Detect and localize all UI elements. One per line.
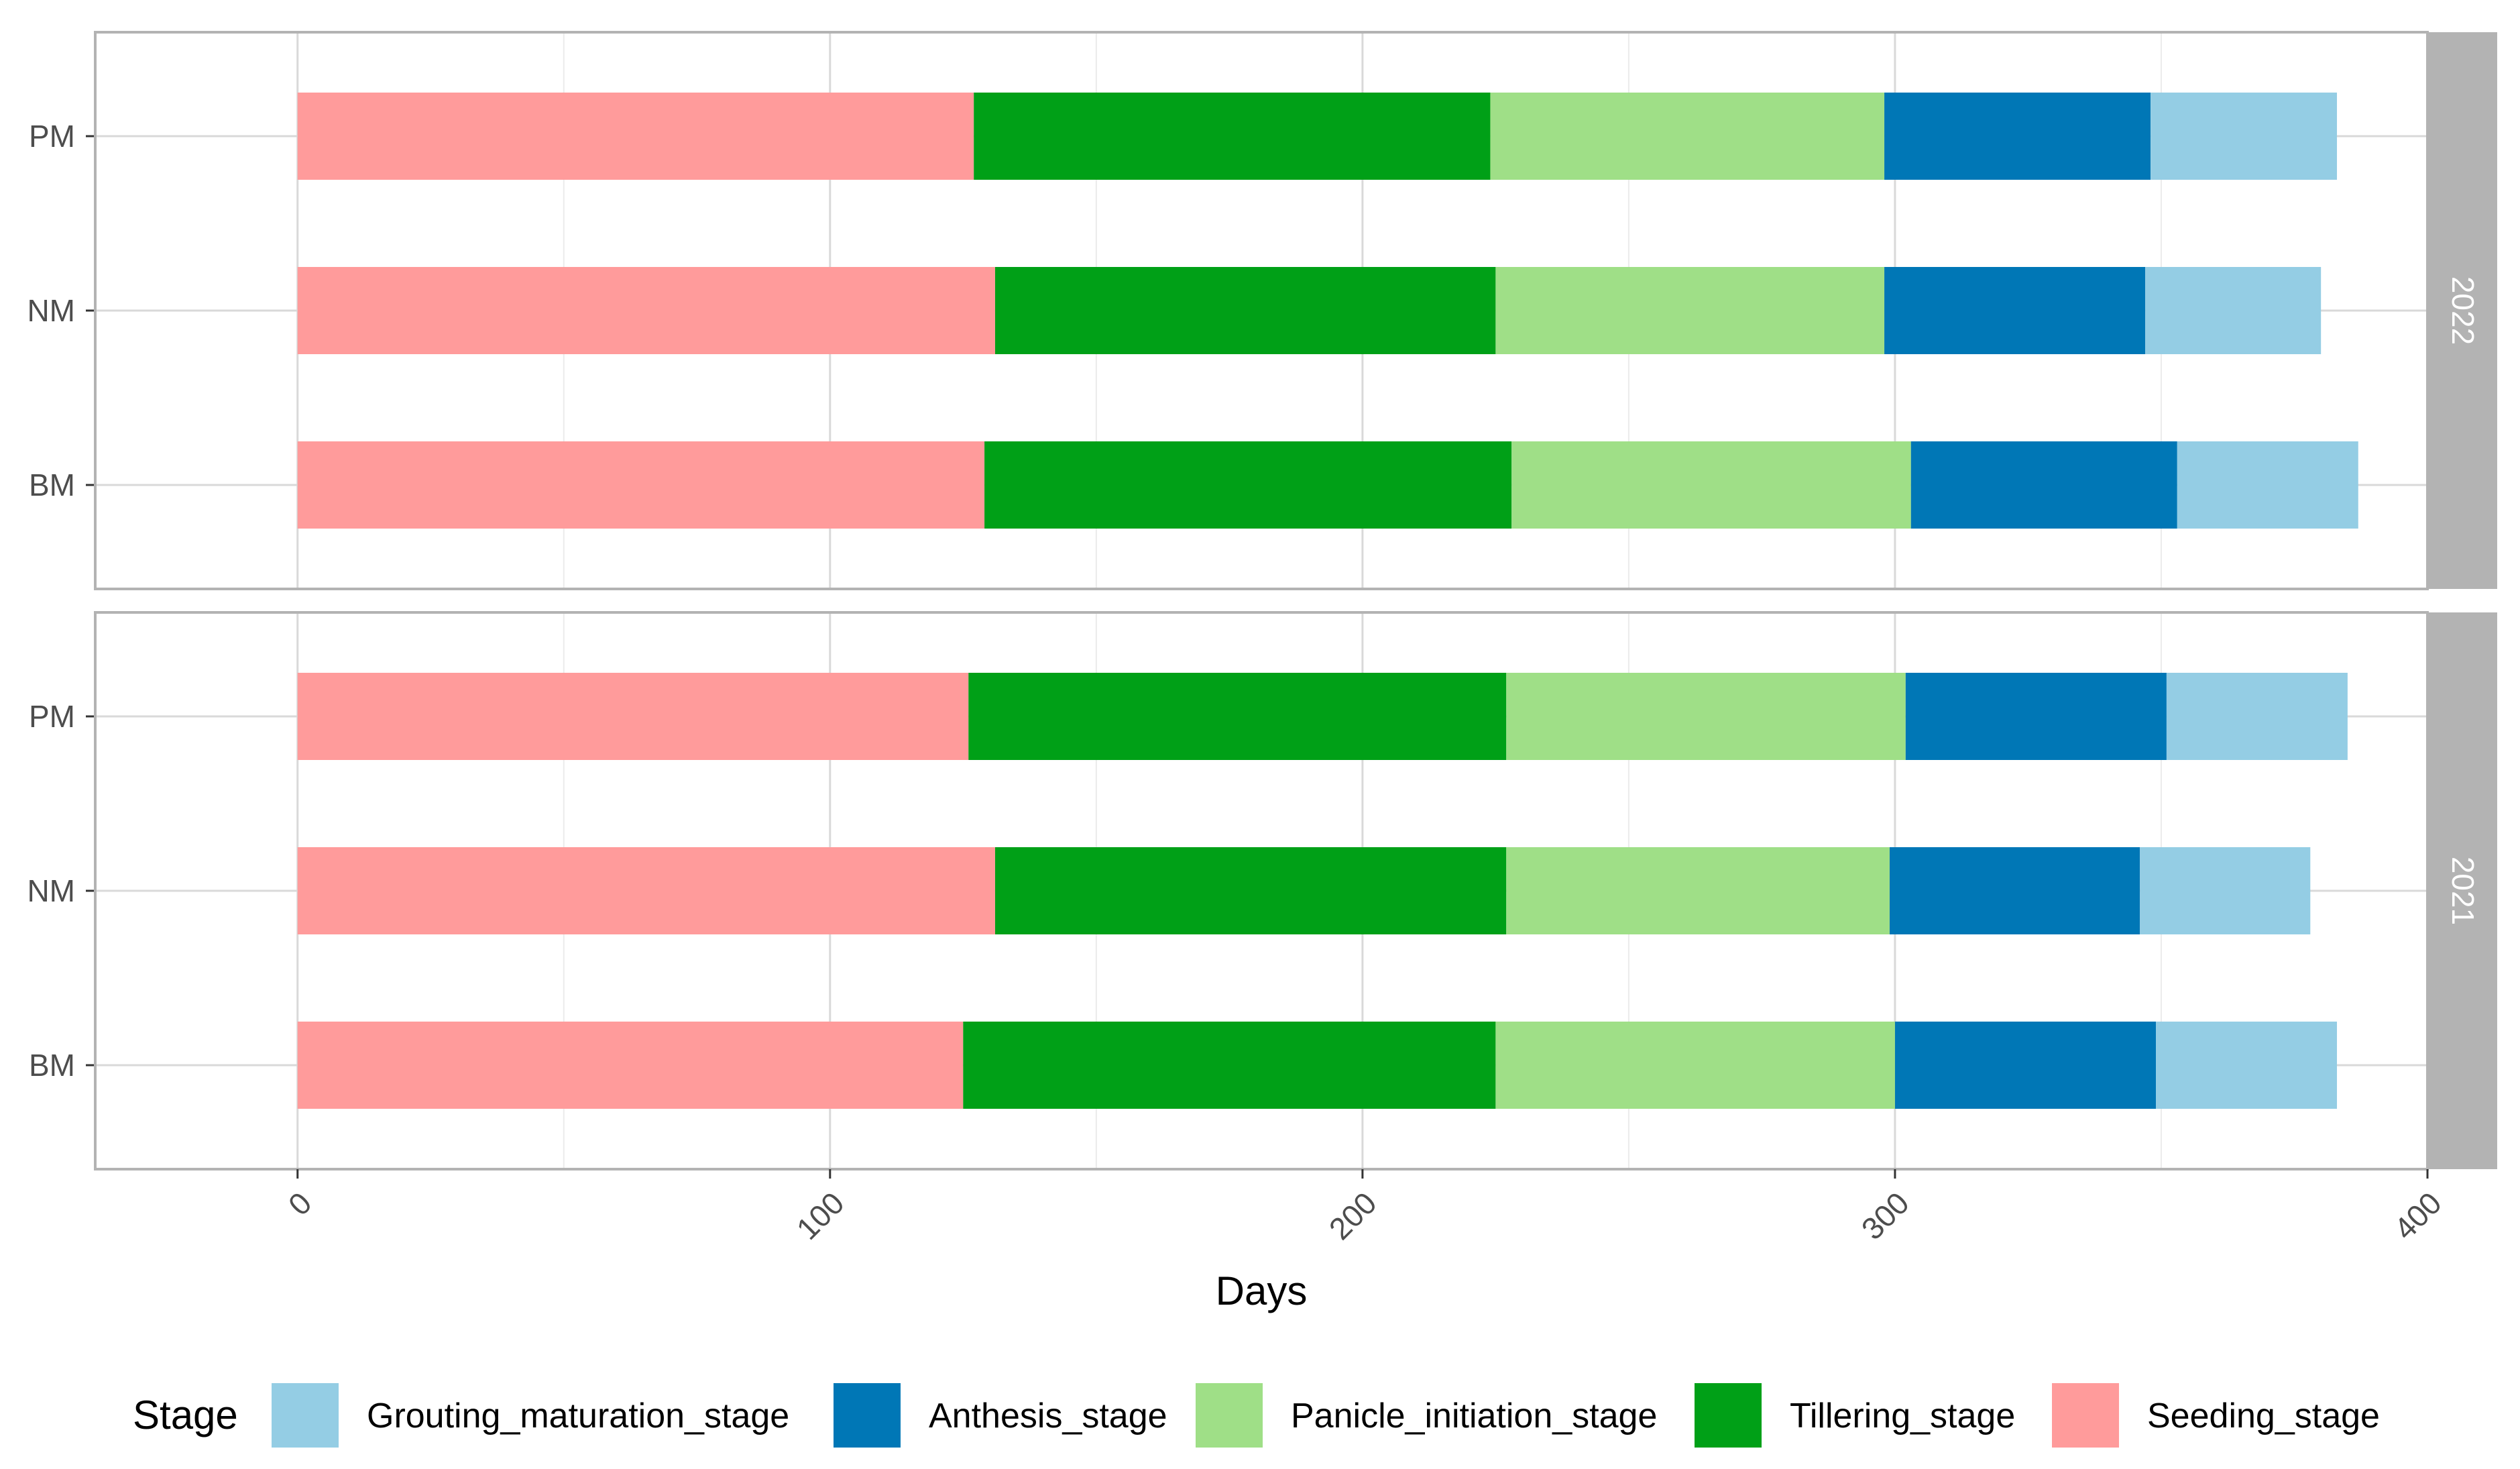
y-tick-label: NM <box>27 293 75 328</box>
x-tick-label: 0 <box>282 1185 319 1222</box>
bar-segment <box>994 847 1507 934</box>
bar-segment <box>297 1022 964 1109</box>
y-tick-label: NM <box>27 873 75 908</box>
bar-segment <box>297 673 969 760</box>
facet-strip-label: 2022 <box>2446 276 2480 345</box>
bar-segment <box>1506 673 1906 760</box>
x-tick-label: 200 <box>1322 1185 1383 1246</box>
x-axis-title: Days <box>1216 1268 1308 1313</box>
bar-segment <box>994 267 1496 354</box>
legend-label: Grouting_maturation_stage <box>367 1397 789 1435</box>
x-tick-label: 400 <box>2387 1185 2448 1246</box>
bar-segment <box>2156 1022 2338 1109</box>
legend-key <box>2052 1383 2119 1448</box>
bar-segment <box>1495 1022 1895 1109</box>
legend-label: Panicle_initiation_stage <box>1291 1397 1657 1435</box>
bar-segment <box>1889 847 2140 934</box>
legend-key <box>1695 1383 1762 1448</box>
legend-title: Stage <box>133 1393 238 1437</box>
legend-key <box>1196 1383 1263 1448</box>
bar-segment <box>2145 267 2322 354</box>
facet-strip-label: 2021 <box>2446 857 2480 925</box>
bar-segment <box>963 1022 1496 1109</box>
legend-label: Seeding_stage <box>2147 1397 2380 1435</box>
legend-key <box>272 1383 339 1448</box>
y-tick-label: PM <box>29 699 75 734</box>
bar-segment <box>297 847 995 934</box>
bar-segment <box>1490 93 1885 180</box>
y-tick-label: PM <box>29 119 75 154</box>
panel-border <box>94 611 2429 1171</box>
bar-segment <box>297 93 974 180</box>
bar-segment <box>1506 847 1890 934</box>
bar-segment <box>1910 441 2177 529</box>
bar-segment <box>1884 93 2151 180</box>
bar-segment <box>1905 673 2167 760</box>
y-tick-label: BM <box>29 468 75 502</box>
panel-border <box>94 31 2429 590</box>
facet-strip <box>2429 612 2497 1169</box>
bar-segment <box>1894 1022 2157 1109</box>
bar-segment <box>1495 267 1885 354</box>
bar-segment <box>974 93 1491 180</box>
bar-segment <box>2140 847 2311 934</box>
bar-segment <box>2151 93 2338 180</box>
y-tick-label: BM <box>29 1048 75 1083</box>
legend-label: Tillering_stage <box>1790 1397 2015 1435</box>
bar-segment <box>968 673 1507 760</box>
facet-strip <box>2429 32 2497 589</box>
bar-segment <box>1884 267 2146 354</box>
x-tick-label: 300 <box>1855 1185 1916 1246</box>
bar-segment <box>2166 673 2348 760</box>
bar-segment <box>297 267 995 354</box>
legend-label: Anthesis_stage <box>929 1397 1167 1435</box>
bar-segment <box>1511 441 1911 529</box>
x-tick-label: 100 <box>790 1185 851 1246</box>
bar-segment <box>2177 441 2358 529</box>
legend-key <box>834 1383 901 1448</box>
bar-segment <box>297 441 985 529</box>
bar-segment <box>984 441 1512 529</box>
